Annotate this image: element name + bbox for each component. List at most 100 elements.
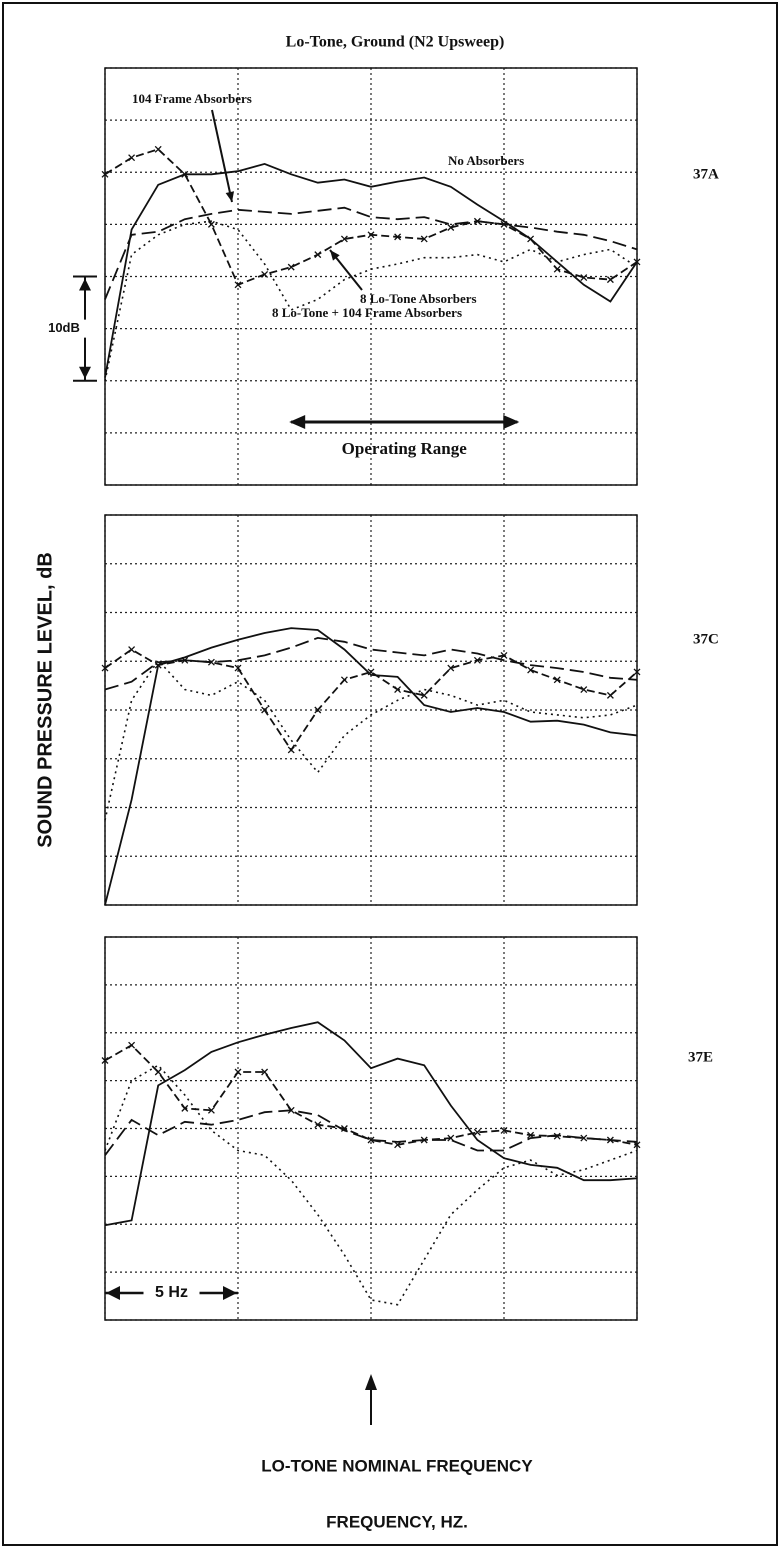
- annotation: 104 Frame Absorbers: [132, 91, 252, 106]
- scale-label-bg: [40, 319, 92, 338]
- span-label-bg: [143, 1283, 200, 1303]
- series-line: [104, 627, 638, 906]
- x-marker: [473, 1128, 481, 1136]
- x-marker: [234, 664, 242, 672]
- pointer-arrow: [211, 109, 233, 203]
- series-line: [104, 659, 638, 821]
- plot-border: [104, 936, 638, 1321]
- x-marker: [447, 1134, 455, 1142]
- series-line: [104, 1021, 638, 1227]
- scale-head: [79, 366, 91, 379]
- x-marker: [606, 691, 614, 699]
- panel-label: 37A: [693, 166, 719, 182]
- range-arrow-head: [503, 415, 520, 429]
- series-line: [104, 220, 638, 381]
- x-marker: [527, 1131, 535, 1139]
- x-marker: [633, 258, 641, 266]
- x-marker: [181, 1104, 189, 1112]
- range-label: Operating Range: [342, 439, 468, 458]
- y-axis-label: SOUND PRESSURE LEVEL, dB: [34, 552, 56, 848]
- x-marker: [314, 251, 322, 259]
- series-line: [104, 162, 638, 378]
- x-marker: [367, 231, 375, 239]
- span-head: [106, 1286, 120, 1300]
- x-marker: [580, 686, 588, 693]
- x-marker: [234, 281, 242, 289]
- x-marker: [181, 656, 189, 664]
- x-marker: [128, 1041, 136, 1049]
- x-marker: [420, 691, 428, 699]
- scale-label: 10dB: [48, 320, 80, 335]
- annotation: 8 Lo-Tone Absorbers: [360, 291, 477, 306]
- figure-title: Lo-Tone, Ground (N2 Upsweep): [286, 34, 505, 51]
- x-marker: [447, 224, 455, 231]
- x-marker: [207, 220, 215, 228]
- x-marker: [527, 235, 535, 243]
- plot-border: [104, 514, 638, 906]
- nominal-head: [365, 1374, 377, 1390]
- x-marker: [128, 154, 136, 162]
- span-label: 5 Hz: [155, 1284, 188, 1301]
- x-marker: [394, 686, 402, 693]
- x-marker: [287, 746, 295, 754]
- x-marker: [394, 233, 402, 241]
- plot-border: [104, 67, 638, 486]
- x-marker: [553, 676, 561, 684]
- x-marker: [340, 235, 348, 243]
- series-line: [104, 648, 638, 752]
- x-marker: [340, 676, 348, 684]
- x-marker: [261, 706, 269, 714]
- x-marker: [500, 1126, 508, 1134]
- x-marker: [633, 1141, 641, 1149]
- series-line: [104, 1044, 638, 1146]
- range-arrow-head: [289, 415, 306, 429]
- pointer-arrow-head: [225, 191, 235, 202]
- x-marker: [287, 1106, 295, 1114]
- x-marker: [394, 1141, 402, 1149]
- x-marker: [314, 706, 322, 714]
- x-marker: [606, 276, 614, 284]
- x-marker: [553, 265, 561, 273]
- x-marker: [101, 170, 109, 178]
- x-marker: [580, 1134, 588, 1142]
- x-marker: [527, 666, 535, 674]
- x-marker: [500, 220, 508, 228]
- x-marker: [473, 217, 481, 225]
- series-line: [104, 1109, 638, 1156]
- x-marker: [367, 668, 375, 676]
- x-marker: [340, 1125, 348, 1132]
- x-marker: [261, 270, 269, 278]
- x-marker: [473, 656, 481, 664]
- panel-label: 37E: [688, 1049, 713, 1065]
- x-marker: [287, 263, 295, 271]
- x-marker: [606, 1136, 614, 1144]
- x-marker: [128, 646, 136, 654]
- x-marker: [580, 274, 588, 282]
- annotation: No Absorbers: [448, 153, 524, 168]
- panel-label: 37C: [693, 631, 719, 647]
- x-axis-label: FREQUENCY, HZ.: [326, 1512, 468, 1531]
- nominal-label: LO-TONE NOMINAL FREQUENCY: [261, 1456, 533, 1475]
- pointer-arrow-head: [330, 250, 340, 261]
- x-marker: [261, 1068, 269, 1076]
- scale-head: [79, 278, 91, 291]
- x-marker: [633, 668, 641, 676]
- annotation: 8 Lo-Tone + 104 Frame Absorbers: [272, 305, 462, 320]
- span-head: [223, 1286, 237, 1300]
- x-marker: [154, 145, 162, 153]
- x-marker: [207, 658, 215, 666]
- x-marker: [447, 664, 455, 672]
- x-marker: [101, 664, 109, 672]
- x-marker: [500, 651, 508, 659]
- x-marker: [234, 1068, 242, 1076]
- x-marker: [101, 1057, 109, 1064]
- x-marker: [314, 1121, 322, 1129]
- x-marker: [207, 1106, 215, 1114]
- x-marker: [154, 1068, 162, 1076]
- x-marker: [420, 1136, 428, 1144]
- x-marker: [367, 1136, 375, 1144]
- x-marker: [420, 235, 428, 243]
- x-marker: [181, 170, 189, 178]
